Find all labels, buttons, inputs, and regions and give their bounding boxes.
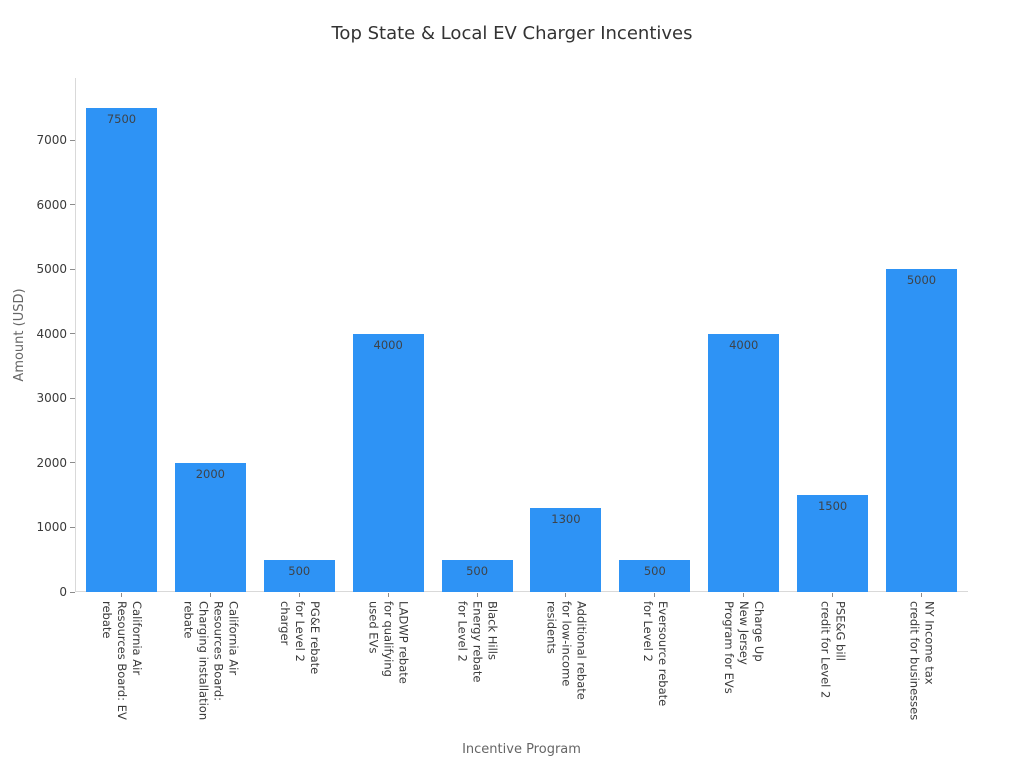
y-axis-title: Amount (USD) — [12, 288, 27, 382]
bar-value-label: 500 — [288, 563, 311, 578]
bar — [86, 107, 157, 592]
x-tick-mark — [921, 593, 922, 597]
bar-value-label: 5000 — [906, 273, 937, 288]
bar-value-label: 500 — [466, 563, 489, 578]
y-tick-label: 3000 — [36, 391, 67, 406]
y-tick-mark — [70, 591, 75, 593]
bar-value-label: 2000 — [195, 466, 226, 481]
x-tick-mark — [743, 593, 745, 597]
y-tick-mark — [70, 204, 75, 206]
plot-area — [75, 78, 968, 592]
x-tick-label: LADWP rebate for qualifying used EVs — [366, 601, 411, 684]
bar — [263, 559, 335, 592]
x-tick-label: PG&E rebate for Level 2 charger — [277, 601, 322, 675]
x-tick-mark — [121, 593, 122, 597]
bar — [441, 559, 513, 592]
y-tick-label: 1000 — [36, 520, 67, 535]
x-tick-label: Charge Up New Jersey Program for EVs — [722, 601, 767, 694]
bar — [174, 462, 246, 592]
chart-title: Top State & Local EV Charger Incentives — [331, 23, 693, 44]
bar-value-label: 1500 — [817, 499, 848, 514]
x-tick-label: PSE&G bill credit for Level 2 — [818, 601, 848, 699]
x-tick-label: Additional rebate for low-income residen… — [544, 601, 589, 700]
bar-value-label: 500 — [643, 563, 666, 578]
y-tick-label: 7000 — [36, 133, 67, 147]
x-tick-mark — [298, 593, 300, 597]
x-tick-mark — [387, 593, 389, 597]
x-tick-label: NY Income tax credit for businesses — [907, 601, 937, 721]
x-tick-label: California Air Resources Board: EV rebat… — [100, 601, 144, 720]
y-tick-mark — [70, 139, 75, 141]
bar — [352, 333, 424, 592]
bar — [530, 508, 602, 592]
x-tick-label: Black Hills Energy rebate for Level 2 — [455, 601, 500, 683]
y-tick-label: 0 — [59, 585, 67, 599]
y-tick-mark — [70, 397, 75, 399]
bar-value-label: 4000 — [373, 337, 403, 352]
bar-value-label: 1300 — [551, 512, 581, 527]
x-tick-label: Eversource rebate for Level 2 — [640, 601, 670, 707]
x-tick-mark — [654, 593, 656, 597]
y-tick-mark — [70, 333, 75, 335]
bar — [797, 495, 869, 592]
bar-value-label: 7500 — [106, 111, 137, 126]
x-tick-mark — [565, 593, 567, 597]
y-tick-label: 5000 — [36, 262, 67, 277]
y-tick-label: 6000 — [36, 197, 67, 212]
x-axis-title: Incentive Program — [462, 742, 581, 757]
x-tick-label: California Air Resources Board: Charging… — [181, 601, 241, 721]
bar — [886, 269, 957, 592]
bar — [708, 333, 780, 592]
y-tick-mark — [70, 268, 75, 270]
x-tick-mark — [476, 593, 478, 597]
y-tick-mark — [70, 462, 75, 464]
y-tick-mark — [70, 526, 75, 528]
x-tick-mark — [209, 593, 211, 597]
bar-value-label: 4000 — [729, 337, 759, 352]
x-tick-mark — [832, 593, 834, 597]
bar — [619, 559, 691, 592]
y-tick-label: 2000 — [36, 455, 67, 470]
y-tick-label: 4000 — [36, 326, 67, 341]
